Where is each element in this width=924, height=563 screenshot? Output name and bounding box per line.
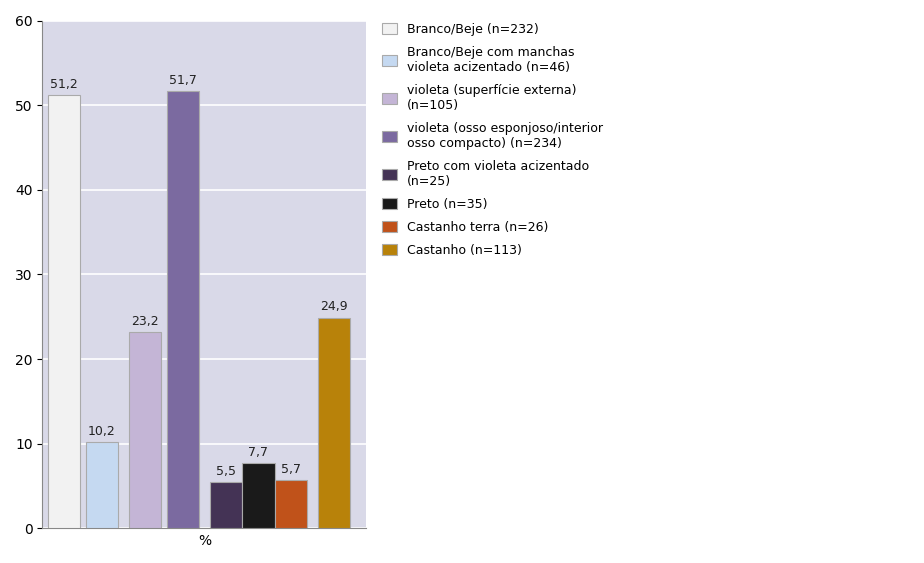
Bar: [242, 463, 274, 529]
Legend: Branco/Beje (n=232), Branco/Beje com manchas
violeta acizentado (n=46), violeta : Branco/Beje (n=232), Branco/Beje com man…: [376, 16, 610, 263]
Text: 23,2: 23,2: [131, 315, 159, 328]
Bar: [318, 318, 350, 529]
Bar: [86, 442, 118, 529]
Bar: [210, 482, 242, 529]
Text: 24,9: 24,9: [321, 301, 347, 314]
Bar: [48, 95, 80, 529]
Text: 51,2: 51,2: [50, 78, 78, 91]
Bar: [166, 91, 199, 529]
X-axis label: %: %: [198, 534, 211, 548]
Text: 10,2: 10,2: [88, 425, 116, 438]
Bar: [128, 332, 161, 529]
Text: 51,7: 51,7: [169, 74, 197, 87]
Text: 7,7: 7,7: [249, 446, 268, 459]
Bar: [274, 480, 307, 529]
Text: 5,7: 5,7: [281, 463, 301, 476]
Text: 5,5: 5,5: [216, 464, 236, 477]
